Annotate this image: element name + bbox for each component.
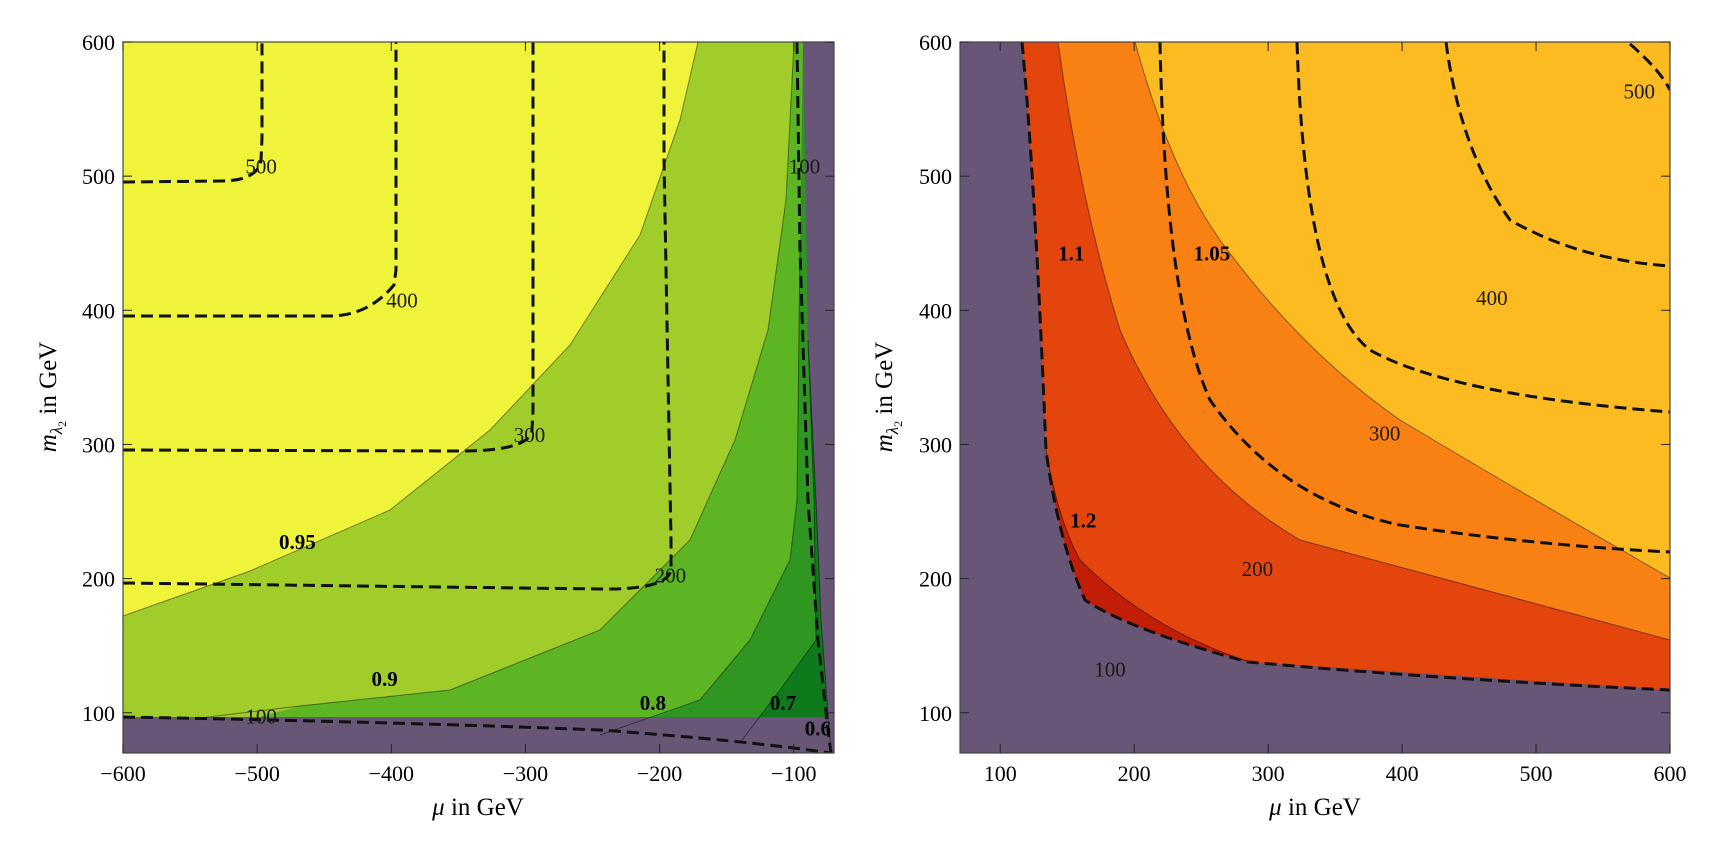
right-dashed-contour-label: 500 (1623, 79, 1655, 103)
left-region-label: 0.8 (640, 691, 666, 715)
left-dashed-contour-200 (123, 42, 673, 591)
left-dashed-contour-label: 100 (789, 154, 821, 178)
left-region-label: 0.95 (279, 530, 316, 554)
right-region-1.05 (1135, 42, 1670, 578)
right-x-axis-label: μ in GeV (1268, 794, 1361, 821)
left-y-tick-label: 200 (82, 567, 115, 592)
left-x-tick-label: −200 (637, 761, 682, 786)
right-y-axis-label: mλ2 in GeV (871, 342, 905, 453)
right-y-sub: λ (883, 427, 902, 435)
left-contour-labels: 500 400 300 200 100 100 0.95 0.9 0.8 0.7 0.6 (245, 154, 831, 740)
left-region-0.95 (123, 42, 698, 616)
left-dashed-contour-100-edge (795, 42, 833, 753)
right-x-tick-label: 200 (1118, 761, 1151, 786)
left-y-tick-label: 400 (82, 298, 115, 323)
left-dashed-contour-label: 200 (655, 564, 687, 588)
left-x-var: μ (431, 794, 445, 821)
right-plot-area (960, 42, 1670, 753)
left-dashed-contour-500 (123, 42, 264, 184)
right-dashed-contour-200 (1158, 42, 1670, 554)
right-y-var: m (871, 434, 898, 452)
right-ticks: 100 200 300 400 500 600 100 200 300 400 500 600 (919, 30, 1687, 786)
right-dashed-contour-500 (1629, 42, 1670, 91)
right-y-tick-label: 600 (919, 30, 952, 55)
right-region-edges (1045, 42, 1670, 663)
left-x-axis-label: μ in GeV (431, 794, 524, 821)
left-region-label: 0.6 (805, 717, 831, 741)
left-region-label: 0.9 (371, 667, 397, 691)
right-y-tick-label: 100 (919, 701, 952, 726)
left-y-axis-label: mλ2 in GeV (35, 342, 69, 453)
left-dashed-contour-label: 500 (245, 154, 277, 178)
right-x-unit: in GeV (1282, 794, 1361, 821)
left-excluded-bottom (123, 717, 834, 753)
left-panel: −600 −500 −400 −300 −200 −100 100 200 300 400 500 6… (35, 30, 835, 821)
right-x-tick-label: 300 (1252, 761, 1285, 786)
right-x-var: μ (1268, 794, 1282, 821)
left-x-tick-label: −500 (234, 761, 279, 786)
left-region-label: 0.7 (770, 691, 796, 715)
left-dashed-contour-label: 400 (386, 289, 418, 313)
left-y-var: m (35, 434, 62, 452)
right-dashed-contour-400 (1444, 42, 1670, 268)
right-dashed-contour-label: 300 (1369, 421, 1401, 445)
left-y-tick-label: 100 (82, 701, 115, 726)
right-y-tick-label: 500 (919, 164, 952, 189)
left-dashed-contour-label: 100 (245, 704, 277, 728)
left-plot-area (123, 42, 834, 753)
right-excluded-overlay (960, 42, 1670, 753)
right-dashed-contour-label: 200 (1242, 557, 1274, 581)
left-y-tick-label: 600 (82, 30, 115, 55)
left-region-edges (123, 42, 832, 753)
left-dashed-contour-400 (123, 42, 398, 318)
left-dashed-contour-300 (123, 42, 535, 453)
left-x-tick-label: −300 (503, 761, 548, 786)
left-x-tick-label: −600 (100, 761, 145, 786)
right-y-tick-label: 200 (919, 567, 952, 592)
right-frame (959, 41, 1671, 754)
left-y-tick-label: 300 (82, 432, 115, 457)
right-contour-labels: 500 400 300 200 100 1.1 1.05 1.2 (1058, 79, 1655, 681)
right-dashed-contour-label: 100 (1094, 658, 1126, 682)
left-x-unit: in GeV (445, 794, 524, 821)
right-dashed-contour-label: 400 (1476, 286, 1508, 310)
right-panel: 100 200 300 400 500 600 100 200 300 400 500 600 500… (871, 30, 1687, 821)
right-y-tick-label: 400 (919, 298, 952, 323)
left-y-subsub: 2 (55, 421, 69, 427)
right-x-tick-label: 500 (1520, 761, 1553, 786)
right-region-label: 1.2 (1070, 509, 1096, 533)
left-y-sub: λ (47, 427, 66, 435)
right-region-label: 1.1 (1058, 242, 1084, 266)
right-y-subsub: 2 (891, 421, 905, 427)
right-y-unit: in GeV (871, 342, 898, 421)
right-y-tick-label: 300 (919, 432, 952, 457)
left-y-tick-label: 500 (82, 164, 115, 189)
left-x-tick-label: −100 (771, 761, 816, 786)
left-dashed-contour-100-bottom (123, 715, 832, 753)
left-frame (122, 41, 835, 754)
right-x-tick-label: 600 (1654, 761, 1687, 786)
right-region-label: 1.05 (1193, 242, 1230, 266)
right-dashed-contour-100 (1020, 42, 1670, 692)
right-x-tick-label: 100 (984, 761, 1017, 786)
left-dashed-contour-label: 300 (514, 423, 546, 447)
left-x-tick-label: −400 (369, 761, 414, 786)
left-y-unit: in GeV (35, 342, 62, 421)
right-x-tick-label: 400 (1386, 761, 1419, 786)
left-ticks: −600 −500 −400 −300 −200 −100 100 200 300 400 500 6… (82, 30, 834, 786)
